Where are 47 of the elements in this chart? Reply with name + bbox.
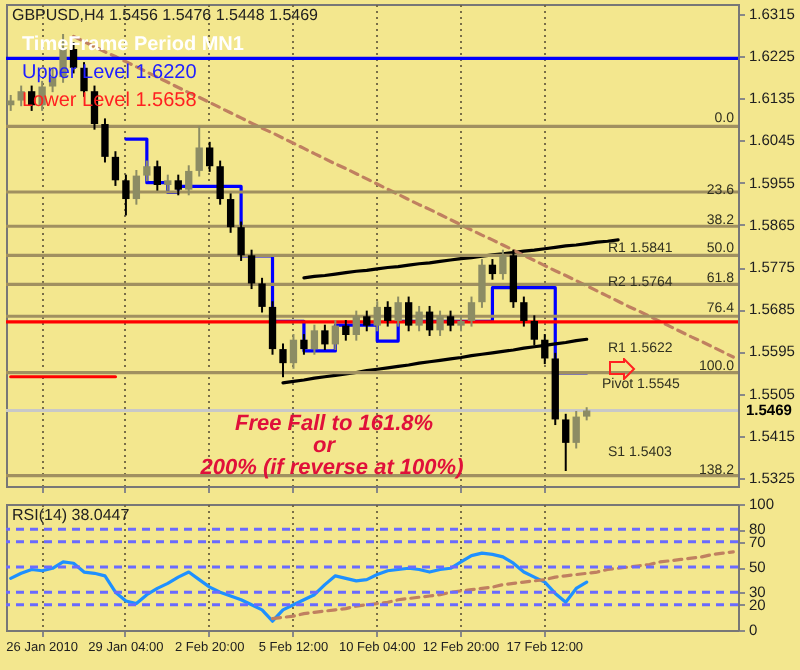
candlestick <box>363 309 371 333</box>
candlestick <box>195 125 203 178</box>
candlestick <box>300 333 308 356</box>
candlestick <box>425 304 434 337</box>
candlestick <box>132 168 141 206</box>
candlestick <box>373 300 381 333</box>
candlestick <box>258 276 266 314</box>
candlestick <box>446 309 455 333</box>
candlestick <box>289 333 298 370</box>
annotation: Free Fall to 161.8% <box>234 412 434 436</box>
candlestick <box>174 173 182 197</box>
candlestick <box>478 258 486 309</box>
line-series <box>9 551 589 623</box>
candlestick <box>352 309 360 342</box>
candlestick <box>206 140 214 173</box>
candlestick <box>436 309 444 337</box>
candlestick <box>321 323 329 352</box>
candlestick <box>279 342 287 379</box>
candlestick <box>153 159 161 192</box>
candlestick <box>499 248 507 281</box>
chart-title: GBPUSD,H4 1.5456 1.5476 1.5448 1.5469 <box>12 6 320 24</box>
candlestick <box>185 164 193 197</box>
candlestick <box>122 173 130 217</box>
annotation: 200% (if reverse at 100%) <box>198 456 465 480</box>
candlestick <box>394 295 402 328</box>
candlestick <box>268 300 277 356</box>
candlestick <box>404 295 413 333</box>
candlestick <box>415 304 423 333</box>
annotation: or <box>313 434 337 458</box>
candlestick <box>111 150 120 187</box>
candlestick <box>143 159 151 183</box>
candlestick <box>520 295 528 328</box>
candlestick <box>216 159 224 206</box>
candlestick <box>101 117 109 164</box>
candlestick <box>331 319 340 352</box>
candlestick <box>488 258 497 281</box>
candlestick <box>342 319 350 342</box>
candlestick <box>384 300 392 328</box>
candlestick <box>237 220 245 262</box>
candlestick <box>572 409 580 450</box>
line-series <box>270 550 735 621</box>
candlestick <box>310 323 319 356</box>
candlestick <box>247 248 256 291</box>
candlestick <box>467 295 476 328</box>
candlestick <box>562 412 570 472</box>
chart-title: RSI(14) 38.0447 <box>12 506 131 524</box>
candlestick <box>226 192 235 234</box>
